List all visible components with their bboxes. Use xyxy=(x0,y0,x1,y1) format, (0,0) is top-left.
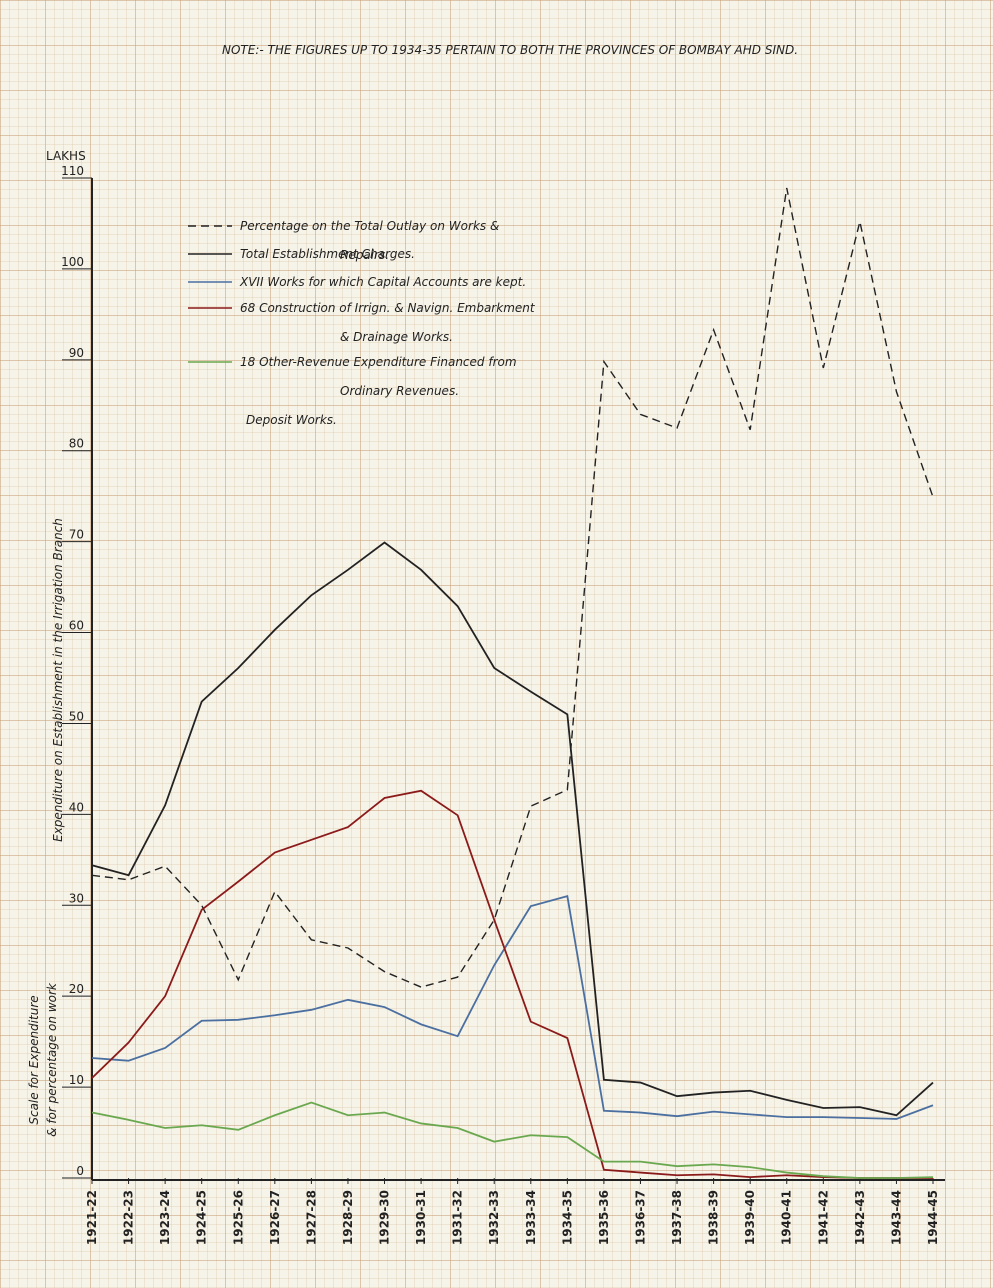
y-tick-label: 20 xyxy=(69,982,84,996)
x-tick-label: 1923-24 xyxy=(158,1190,172,1245)
legend-label: 18 Other-Revenue Expenditure Financed fr… xyxy=(240,355,517,398)
legend-label: 68 Construction of Irrign. & Navign. Emb… xyxy=(240,301,536,344)
x-tick-label: 1925-26 xyxy=(231,1190,245,1245)
y-tick-label: 0 xyxy=(76,1164,84,1178)
legend-label: Percentage on the Total Outlay on Works … xyxy=(240,219,499,262)
y-tick-label: 30 xyxy=(69,891,84,905)
x-tick-label: 1939-40 xyxy=(743,1190,757,1245)
unit-label: LAKHS xyxy=(46,149,86,163)
x-tick-label: 1927-28 xyxy=(304,1190,318,1245)
y-tick-label: 40 xyxy=(69,800,84,814)
x-tick-label: 1931-32 xyxy=(451,1190,465,1245)
y-axis-label-2: Scale for Expenditure xyxy=(27,995,41,1124)
series-line xyxy=(91,895,934,1120)
x-tick-label: 1921-22 xyxy=(85,1190,99,1245)
y-axis-label: Expenditure on Establishment in the Irri… xyxy=(51,518,65,842)
x-tick-label: 1929-30 xyxy=(378,1190,392,1245)
x-tick-label: 1934-35 xyxy=(560,1190,574,1245)
x-tick-label: 1941-42 xyxy=(816,1190,830,1245)
x-tick-label: 1942-43 xyxy=(853,1190,867,1245)
y-tick-label: 90 xyxy=(69,346,84,360)
chart-note: NOTE:- THE FIGURES UP TO 1934-35 PERTAIN… xyxy=(222,43,798,57)
y-tick-label: 60 xyxy=(69,619,84,633)
x-tick-label: 1932-33 xyxy=(487,1190,501,1245)
annotation: Deposit Works. xyxy=(246,413,337,427)
series-line xyxy=(91,187,934,988)
legend-label: Total Establishment Charges. xyxy=(240,247,415,261)
y-tick-label: 80 xyxy=(69,437,84,451)
x-tick-label: 1937-38 xyxy=(670,1190,684,1245)
y-tick-label: 10 xyxy=(69,1073,84,1087)
y-axis-label-2: & for percentage on work xyxy=(45,982,59,1137)
x-tick-label: 1933-34 xyxy=(524,1190,538,1245)
x-tick-label: 1940-41 xyxy=(780,1190,794,1245)
x-tick-label: 1928-29 xyxy=(341,1190,355,1245)
y-tick-label: 100 xyxy=(61,255,84,269)
x-tick-label: 1936-37 xyxy=(633,1190,647,1245)
x-tick-label: 1926-27 xyxy=(268,1190,282,1245)
x-tick-label: 1943-44 xyxy=(889,1190,903,1245)
series-line xyxy=(91,541,934,1117)
x-tick-label: 1930-31 xyxy=(414,1190,428,1245)
legend-label: XVII Works for which Capital Accounts ar… xyxy=(239,275,526,289)
x-tick-label: 1938-39 xyxy=(707,1190,721,1245)
x-tick-label: 1944-45 xyxy=(926,1190,940,1245)
y-tick-label: 50 xyxy=(69,709,84,723)
series-line xyxy=(91,1101,934,1179)
x-tick-label: 1935-36 xyxy=(597,1190,611,1245)
series-line xyxy=(91,789,933,1179)
x-tick-label: 1924-25 xyxy=(195,1190,209,1245)
x-tick-label: 1922-23 xyxy=(122,1190,136,1245)
y-tick-label: 70 xyxy=(69,528,84,542)
y-tick-label: 110 xyxy=(61,164,84,178)
